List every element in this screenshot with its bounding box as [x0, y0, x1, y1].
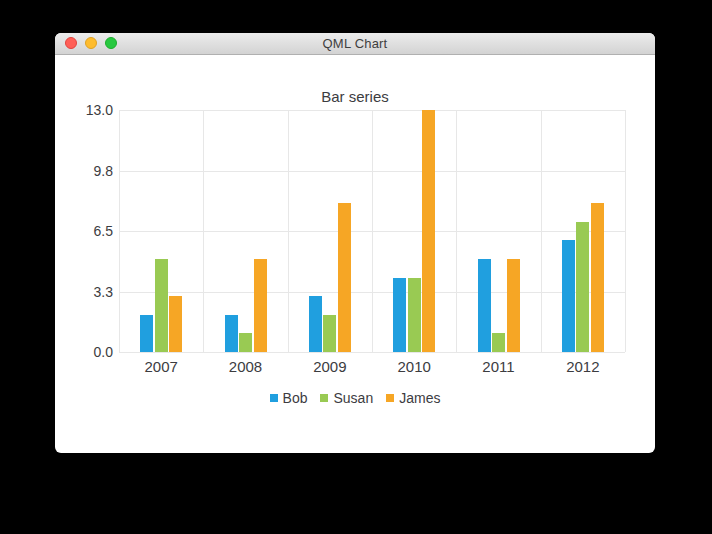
gridline-horizontal	[119, 110, 625, 111]
bar-bob-2012	[562, 240, 575, 352]
legend-label: Bob	[283, 390, 308, 406]
y-tick-label: 9.8	[55, 163, 113, 179]
x-tick-label: 2010	[397, 358, 430, 375]
x-tick-label: 2011	[482, 358, 514, 375]
bar-susan-2009	[323, 315, 336, 352]
legend-marker-icon	[386, 394, 394, 402]
y-tick-label: 6.5	[55, 223, 113, 239]
y-axis-labels: 0.03.36.59.813.0	[55, 110, 113, 352]
qml-chart-window: QML Chart Bar series 0.0 3.3 6.5 9.8 13.0 20…	[55, 33, 655, 453]
window-title: QML Chart	[323, 36, 388, 51]
y-tick-label: 0.0	[55, 344, 113, 360]
bar-susan-2007	[155, 259, 168, 352]
bar-bob-2007	[140, 315, 153, 352]
gridline-horizontal	[119, 171, 625, 172]
legend-marker-icon	[270, 394, 278, 402]
legend-label: Susan	[333, 390, 373, 406]
gridline-vertical	[625, 110, 626, 352]
y-tick-label: 3.3	[55, 284, 113, 300]
legend: Bob Susan James	[55, 390, 655, 406]
bar-susan-2008	[239, 333, 252, 352]
legend-item-james: James	[386, 390, 440, 406]
bar-bob-2011	[478, 259, 491, 352]
y-tick-label: 13.0	[55, 102, 113, 118]
gridline-horizontal	[119, 292, 625, 293]
gridline-horizontal	[119, 231, 625, 232]
bar-james-2012	[591, 203, 604, 352]
minimize-button[interactable]	[85, 37, 97, 49]
bar-james-2011	[507, 259, 520, 352]
bar-james-2009	[338, 203, 351, 352]
zoom-button[interactable]	[105, 37, 117, 49]
chart-title: Bar series	[55, 88, 655, 105]
x-axis-labels: 2007 2008 2009 2010 2011 2012	[119, 358, 625, 376]
bar-bob-2010	[393, 278, 406, 352]
x-tick-label: 2012	[566, 358, 599, 375]
bar-chart: Bar series 0.0 3.3 6.5 9.8 13.0 2007 2008 2009…	[55, 55, 655, 453]
bar-james-2010	[422, 110, 435, 352]
bar-bob-2009	[309, 296, 322, 352]
title-bar[interactable]: QML Chart	[55, 33, 655, 55]
bar-susan-2011	[492, 333, 505, 352]
x-tick-label: 2007	[144, 358, 177, 375]
close-button[interactable]	[65, 37, 77, 49]
legend-item-bob: Bob	[270, 390, 308, 406]
gridline-horizontal	[119, 352, 625, 353]
traffic-lights	[65, 37, 117, 49]
legend-marker-icon	[320, 394, 328, 402]
legend-label: James	[399, 390, 440, 406]
x-tick-label: 2008	[229, 358, 262, 375]
bar-james-2008	[254, 259, 267, 352]
legend-item-susan: Susan	[320, 390, 373, 406]
bar-bob-2008	[225, 315, 238, 352]
plot-area	[119, 110, 625, 352]
bar-susan-2012	[576, 222, 589, 352]
x-tick-label: 2009	[313, 358, 346, 375]
bar-james-2007	[169, 296, 182, 352]
bar-susan-2010	[408, 278, 421, 352]
